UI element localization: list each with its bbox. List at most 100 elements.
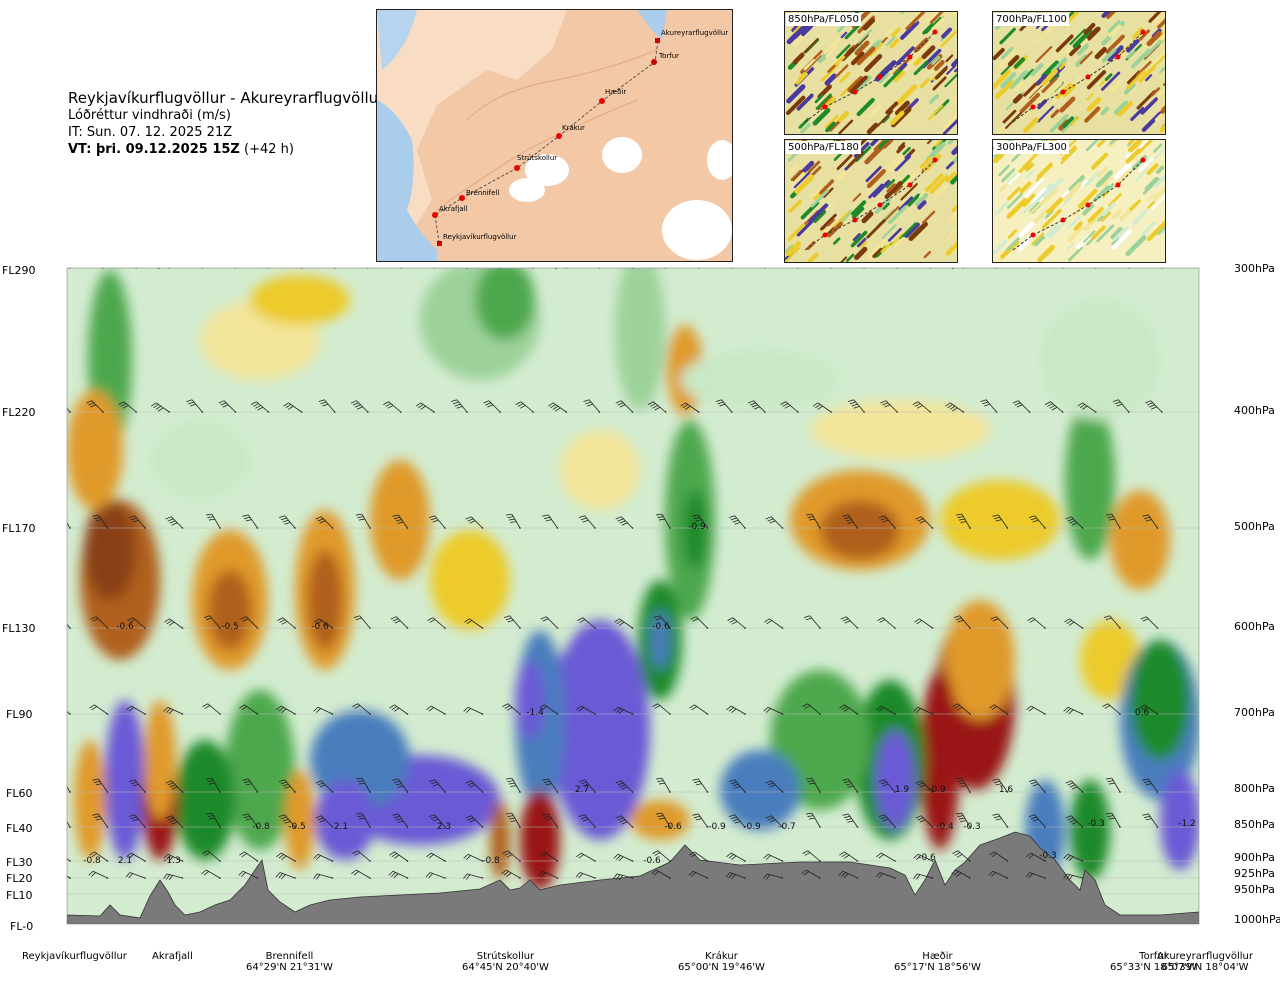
inset-shade — [951, 145, 957, 156]
inset-route-point — [1140, 29, 1146, 35]
inset-shade — [833, 211, 850, 228]
inset-shade — [1157, 226, 1165, 236]
wind-barb — [1063, 706, 1084, 715]
wind-barb — [1063, 853, 1084, 862]
inset-shade — [1046, 197, 1063, 214]
inset-shade — [1066, 242, 1074, 251]
inset-shade — [825, 121, 836, 133]
wind-barb — [126, 852, 146, 862]
inset-shade — [811, 185, 824, 199]
wind-barb — [880, 400, 899, 413]
inset-shade — [1062, 83, 1076, 98]
wind-barb — [956, 777, 971, 793]
inset-route — [1012, 159, 1144, 251]
inset-shade — [915, 192, 929, 207]
wind-barb — [540, 616, 559, 629]
wind-barb — [127, 617, 146, 629]
wind-barb — [806, 812, 821, 828]
wind-barb — [1065, 516, 1084, 529]
wind-barb — [506, 777, 521, 793]
field-shade — [560, 430, 640, 510]
x-location-strutskollur: Strútskollur 64°45'N 20°40'W — [462, 951, 549, 973]
map-label-strutskollur: Strútskollur — [517, 154, 557, 162]
inset-shade — [941, 27, 952, 39]
inset-shade — [867, 104, 882, 120]
wind-barb — [275, 872, 296, 880]
inset-shade — [913, 37, 929, 53]
wind-barb — [765, 815, 784, 828]
wind-barb — [67, 710, 71, 715]
inset-shade — [825, 45, 838, 58]
inset-shade — [888, 205, 907, 224]
inset-shade — [999, 183, 1008, 192]
inset-shade — [1005, 112, 1022, 129]
inset-shade — [1134, 168, 1149, 183]
inset-shade — [942, 118, 957, 134]
inset-shade — [812, 107, 831, 126]
wind-barb — [135, 268, 137, 269]
wind-barb — [980, 399, 998, 413]
vertical-speed-label: 2.7 — [575, 785, 589, 795]
fl-label: FL90 — [6, 708, 33, 721]
inset-shade — [1050, 12, 1055, 15]
inset-shade — [1069, 44, 1081, 57]
wind-barb — [242, 778, 259, 793]
wind-barb — [278, 814, 296, 828]
inset-shade — [1058, 62, 1067, 70]
inset-shade — [1084, 170, 1102, 187]
inset-route-point — [907, 54, 913, 60]
inset-shade — [898, 142, 906, 150]
inset-shade — [1111, 229, 1132, 250]
inset-shade — [929, 94, 940, 104]
field-shade — [615, 268, 665, 410]
inset-shade — [1084, 206, 1093, 215]
wind-barb — [613, 853, 634, 862]
inset-shade — [889, 157, 905, 173]
field-shade — [720, 750, 800, 830]
inset-route-point — [1060, 217, 1066, 223]
inset-shade — [1146, 163, 1159, 176]
wind-barb — [839, 851, 859, 862]
inset-shade — [1034, 235, 1045, 247]
wind-barb — [578, 779, 596, 793]
inset-shade — [1159, 65, 1165, 74]
inset-shade — [934, 184, 948, 198]
inset-shade — [851, 206, 865, 219]
inset-shade — [1041, 68, 1059, 86]
wind-barb — [1028, 779, 1046, 793]
vertical-speed-label: -1.3 — [163, 856, 181, 866]
inset-shade — [946, 227, 957, 240]
wind-barb — [67, 857, 71, 862]
inset-shade — [921, 210, 936, 224]
inset-shade — [890, 232, 904, 247]
inset-shade — [1023, 82, 1038, 97]
wind-barb — [656, 812, 671, 828]
inset-shade — [1100, 211, 1112, 223]
wind-barb — [688, 870, 709, 879]
inset-shade — [854, 246, 868, 260]
inset-shade — [1153, 54, 1165, 68]
inset-shade — [1110, 226, 1123, 240]
inset-shade — [934, 140, 944, 147]
inset-shade — [1000, 46, 1014, 60]
inset-shade — [817, 95, 833, 111]
inset-shade — [1024, 162, 1034, 172]
inset-shade — [796, 93, 814, 111]
wind-barb — [863, 268, 865, 269]
wind-barb — [1063, 873, 1084, 881]
wind-barb — [992, 778, 1009, 793]
inset-shade — [1123, 82, 1136, 95]
wind-barb — [1044, 401, 1064, 413]
inset-shade — [1082, 230, 1096, 243]
inset-shade — [1025, 170, 1034, 179]
inset-shade — [1104, 73, 1113, 81]
inset-shade — [824, 114, 839, 129]
fl-label: FL130 — [2, 622, 36, 635]
wind-barb — [278, 779, 296, 793]
wind-barb — [583, 399, 601, 413]
inset-shade — [803, 37, 819, 54]
wind-barb — [206, 513, 221, 529]
inset-shade — [998, 164, 1010, 177]
hpa-label: 925hPa — [1234, 867, 1275, 880]
wind-barb — [1112, 399, 1130, 413]
